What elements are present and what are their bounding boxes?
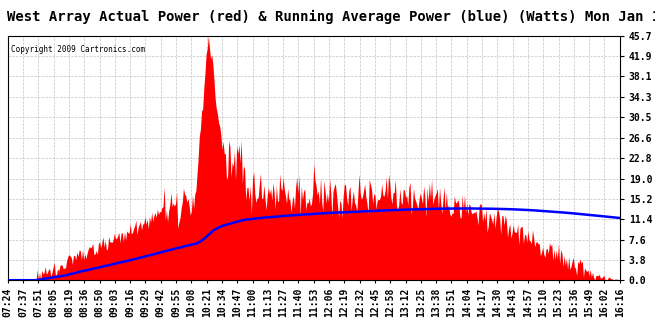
Text: Copyright 2009 Cartronics.com: Copyright 2009 Cartronics.com [11, 45, 145, 54]
Text: West Array Actual Power (red) & Running Average Power (blue) (Watts) Mon Jan 12 : West Array Actual Power (red) & Running … [7, 10, 655, 24]
